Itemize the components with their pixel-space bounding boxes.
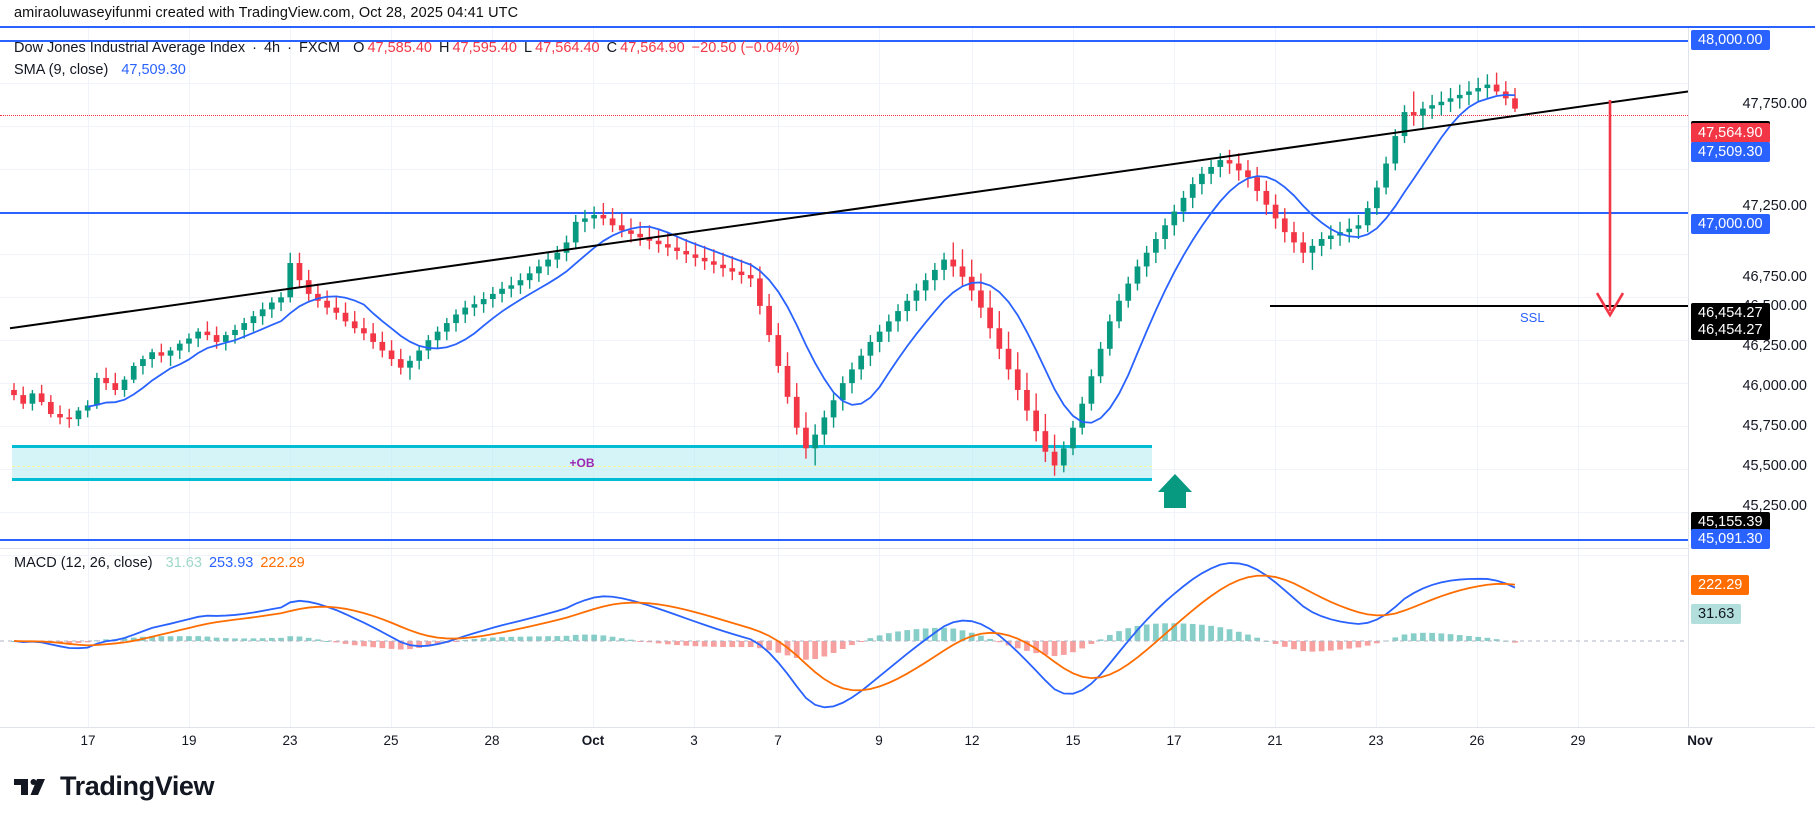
order-block-label: +OB xyxy=(569,455,595,470)
order-block-midline xyxy=(12,465,1152,467)
price-axis-label-orange[interactable]: 222.29 xyxy=(1691,575,1750,595)
price-axis-label-black[interactable]: 46,454.27 xyxy=(1691,320,1770,340)
time-axis-tick: 23 xyxy=(1368,733,1384,748)
time-axis-tick: 21 xyxy=(1267,733,1283,748)
grid-line-h xyxy=(0,554,1688,556)
price-axis-tick: 45,500.00 xyxy=(1742,458,1807,474)
grid-line-v xyxy=(972,28,973,727)
grid-line-v xyxy=(290,28,291,727)
price-axis-tick: 46,000.00 xyxy=(1742,378,1807,394)
macd-pane xyxy=(0,548,1688,727)
price-axis-tick: 45,250.00 xyxy=(1742,498,1807,514)
grid-line-h xyxy=(0,125,1688,127)
price-level-line[interactable] xyxy=(0,114,1688,116)
time-axis-tick: Oct xyxy=(581,733,605,748)
tradingview-mark-icon xyxy=(14,778,45,795)
time-axis-tick: 17 xyxy=(80,733,96,748)
grid-line-h xyxy=(0,425,1688,427)
grid-line-v xyxy=(1275,28,1276,727)
price-axis-label-teal[interactable]: 31.63 xyxy=(1691,604,1742,624)
price-axis-tick: 47,750.00 xyxy=(1742,96,1807,112)
price-scale[interactable]: 48,000.0047,750.0047,616.2347,564.9047,5… xyxy=(1688,28,1815,727)
price-axis-label-blue[interactable]: 47,000.00 xyxy=(1691,214,1770,234)
time-axis-tick: 19 xyxy=(181,733,197,748)
tradingview-wordmark: TradingView xyxy=(60,771,215,801)
price-level-line[interactable] xyxy=(1270,305,1688,308)
time-axis-tick: 29 xyxy=(1570,733,1586,748)
macd-series xyxy=(0,562,1688,709)
time-axis-tick: 9 xyxy=(875,733,883,748)
order-block-zone[interactable]: +OB xyxy=(12,444,1152,481)
price-axis-tick: 46,250.00 xyxy=(1742,338,1807,354)
time-axis-tick: 26 xyxy=(1469,733,1485,748)
price-axis-label-blue[interactable]: 47,509.30 xyxy=(1691,142,1770,162)
grid-line-h xyxy=(0,511,1688,513)
price-axis-label-blue[interactable]: 45,091.30 xyxy=(1691,529,1770,549)
price-axis-label-black[interactable]: 46,454.27 xyxy=(1691,303,1770,323)
grid-line-v xyxy=(879,28,880,727)
time-axis-tick: 15 xyxy=(1065,733,1081,748)
grid-line-h xyxy=(0,254,1688,256)
time-axis-tick: Nov xyxy=(1687,733,1713,748)
candlestick-series xyxy=(11,72,1518,476)
price-axis-label-red[interactable]: 47,564.90 xyxy=(1691,123,1770,143)
grid-line-h xyxy=(0,340,1688,342)
grid-line-h xyxy=(0,168,1688,170)
chart-plot-area[interactable]: +OB SSL xyxy=(0,28,1688,727)
price-axis-tick: 47,250.00 xyxy=(1742,198,1807,214)
time-axis-tick: 3 xyxy=(690,733,698,748)
price-axis-label-black[interactable]: 45,155.39 xyxy=(1691,512,1770,532)
tradingview-logo: TradingView xyxy=(14,771,215,802)
attribution-bar: amiraoluwaseyifunmi created with Trading… xyxy=(0,0,1815,26)
grid-line-v xyxy=(88,28,89,727)
price-axis-tick: 46,750.00 xyxy=(1742,269,1807,285)
time-axis-tick: 23 xyxy=(282,733,298,748)
grid-line-h xyxy=(0,297,1688,299)
attribution-text: amiraoluwaseyifunmi created with Trading… xyxy=(14,5,519,21)
time-scale[interactable]: 17 19 23 25 28 Oct 3 7 9 12 15 17 21 23 26 29 Nov xyxy=(0,727,1815,753)
time-axis-tick: 17 xyxy=(1166,733,1182,748)
grid-line-v xyxy=(1376,28,1377,727)
grid-line-v xyxy=(694,28,695,727)
grid-line-v xyxy=(391,28,392,727)
grid-line-v xyxy=(1174,28,1175,727)
grid-line-v xyxy=(1578,28,1579,727)
chart-frame: +OB SSL Dow Jones Industrial Average Ind… xyxy=(0,26,1815,753)
footer: TradingView xyxy=(0,751,1815,834)
time-axis-tick: 7 xyxy=(774,733,782,748)
price-axis-label-blue[interactable]: 48,000.00 xyxy=(1691,30,1770,50)
time-axis-tick: 12 xyxy=(964,733,980,748)
price-level-line[interactable] xyxy=(0,539,1688,541)
price-level-line[interactable] xyxy=(0,211,1688,214)
grid-line-v xyxy=(492,28,493,727)
price-axis-tick: 45,750.00 xyxy=(1742,418,1807,434)
time-axis-tick: 28 xyxy=(484,733,500,748)
grid-line-v xyxy=(1073,28,1074,727)
grid-line-v xyxy=(189,28,190,727)
ssl-label: SSL xyxy=(1520,310,1545,326)
grid-line-v xyxy=(1477,28,1478,727)
grid-line-h xyxy=(0,82,1688,84)
time-axis-tick: 25 xyxy=(383,733,399,748)
annotation-layer xyxy=(9,90,1688,509)
grid-line-v xyxy=(593,28,594,727)
price-level-line[interactable] xyxy=(0,40,1688,42)
grid-line-v xyxy=(778,28,779,727)
